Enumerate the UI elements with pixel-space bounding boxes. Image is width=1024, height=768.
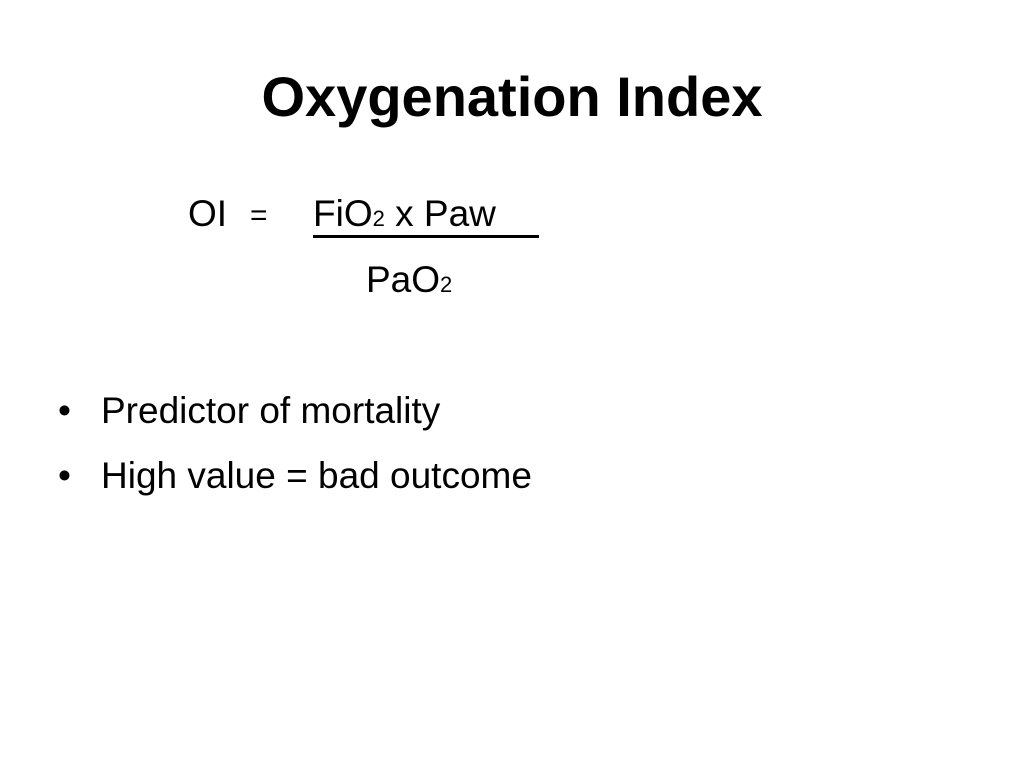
numerator-rest: x Paw <box>384 193 496 234</box>
formula-equals: = <box>250 199 268 232</box>
fraction-bar <box>313 235 539 238</box>
bullet-marker: • <box>58 390 71 431</box>
bullet-item: Predictor of mortality <box>101 390 441 431</box>
denominator-pao: PaO <box>366 259 441 300</box>
denominator-subscript: 2 <box>440 272 453 297</box>
numerator-subscript: 2 <box>372 206 385 231</box>
bullet-item: High value = bad outcome <box>101 455 532 496</box>
numerator-fio: FiO <box>313 193 373 234</box>
formula-denominator: PaO2 <box>366 258 452 307</box>
formula-numerator: FiO2 x Paw <box>313 192 496 241</box>
slide-title: Oxygenation Index <box>261 65 763 128</box>
bullet-marker: • <box>58 455 71 496</box>
formula-lhs: OI <box>188 193 228 234</box>
